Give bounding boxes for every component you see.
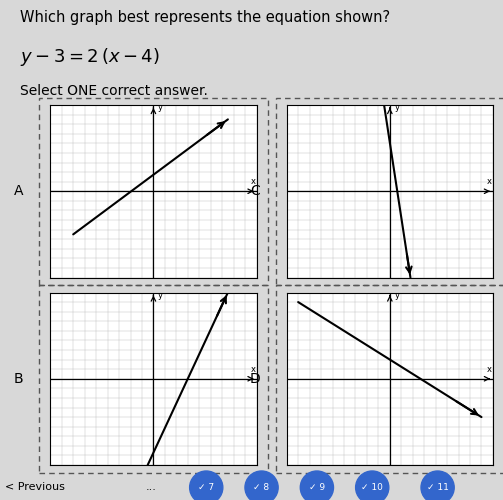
Text: x: x [487, 365, 492, 374]
Text: C: C [250, 184, 260, 198]
Text: ✓ 7: ✓ 7 [198, 483, 214, 492]
Text: Select ONE correct answer.: Select ONE correct answer. [20, 84, 208, 98]
Text: ✓ 10: ✓ 10 [361, 483, 383, 492]
Text: ...: ... [145, 482, 156, 492]
Text: ✓ 9: ✓ 9 [309, 483, 325, 492]
Text: y: y [158, 291, 163, 300]
Text: x: x [250, 178, 256, 186]
Text: Which graph best represents the equation shown?: Which graph best represents the equation… [20, 10, 390, 25]
Text: x: x [487, 178, 492, 186]
Text: B: B [14, 372, 24, 386]
Text: $y - 3 = 2\,(x - 4)$: $y - 3 = 2\,(x - 4)$ [20, 46, 160, 68]
Text: y: y [158, 104, 163, 112]
Text: D: D [249, 372, 260, 386]
Text: A: A [14, 184, 24, 198]
Text: y: y [394, 104, 399, 112]
Text: x: x [250, 365, 256, 374]
Text: y: y [394, 291, 399, 300]
Text: ✓ 11: ✓ 11 [427, 483, 449, 492]
Text: < Previous: < Previous [5, 482, 65, 492]
Text: ✓ 8: ✓ 8 [254, 483, 270, 492]
